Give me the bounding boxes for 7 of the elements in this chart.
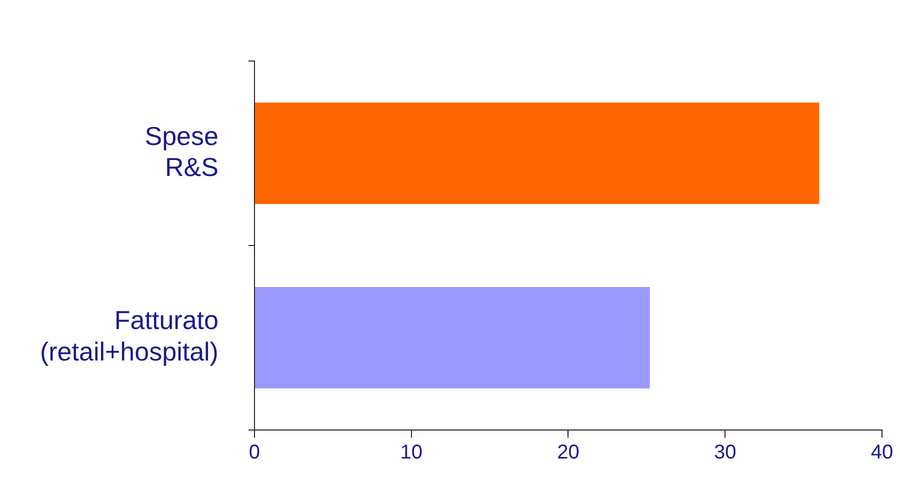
x-tick-label: 40 [870, 441, 894, 464]
y-tick-label: Fatturato (retail+hospital) [40, 305, 218, 366]
x-tick-label: 30 [714, 441, 736, 464]
y-tick-label: Spese R&S [144, 120, 218, 182]
x-tick-label: 0 [248, 441, 260, 464]
x-tick-label: 20 [557, 441, 580, 464]
x-tick-label: 10 [400, 441, 422, 464]
